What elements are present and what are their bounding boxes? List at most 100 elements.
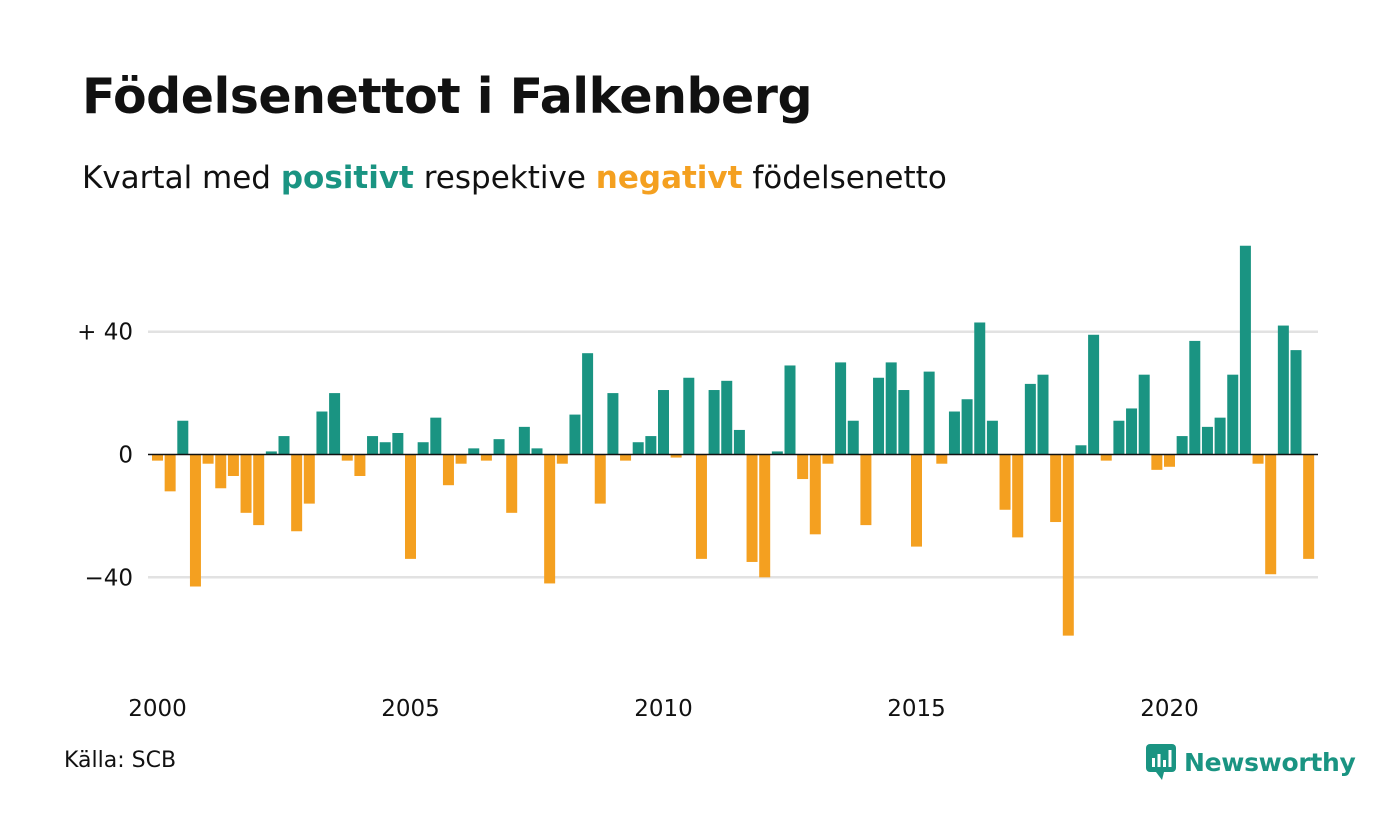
bar-positive (898, 390, 910, 455)
subtitle-middle: respektive (413, 160, 596, 196)
bar-negative (480, 454, 492, 461)
bar-negative (152, 454, 163, 461)
bar-negative (1012, 454, 1024, 538)
bar-positive (847, 420, 859, 455)
bar-positive (885, 362, 897, 455)
bar-negative (1062, 454, 1074, 636)
bar-positive (392, 433, 404, 455)
bar-positive (1075, 445, 1087, 455)
bar-positive (632, 442, 644, 455)
bar-negative (746, 454, 758, 562)
x-tick-label: 2000 (128, 696, 187, 722)
bar-negative (354, 454, 366, 476)
bar-positive (708, 390, 720, 455)
bar-chart: + 40 0 −40 2000 2005 2010 2015 2020 (77, 245, 1318, 722)
bars (152, 245, 1315, 636)
source-credit: Källa: SCB (64, 748, 177, 773)
bar-positive (1024, 383, 1036, 455)
bar-positive (1126, 408, 1138, 455)
bar-negative (1164, 454, 1175, 467)
bar-positive (1113, 420, 1125, 455)
x-tick-label: 2010 (634, 696, 693, 722)
brand-name: Newsworthy (1184, 747, 1356, 777)
bar-negative (442, 454, 454, 486)
subtitle-negative-label: negativt (595, 160, 743, 196)
bar-positive (1037, 374, 1049, 455)
x-tick-label: 2020 (1140, 696, 1199, 722)
bar-positive (1088, 334, 1100, 455)
newsworthy-logo-icon (1146, 744, 1176, 780)
bar-negative (594, 454, 606, 504)
bar-positive (784, 365, 796, 455)
bar-negative (620, 454, 632, 461)
bar-positive (493, 439, 505, 455)
grid-lines (148, 330, 1318, 579)
bar-positive (835, 362, 847, 455)
y-axis-ticks: + 40 0 −40 (77, 320, 133, 592)
bar-positive (316, 411, 328, 455)
bar-positive (417, 442, 429, 455)
bar-negative (455, 454, 467, 464)
bar-negative (291, 454, 303, 532)
y-tick-label: 0 (118, 443, 133, 469)
bar-positive (430, 417, 442, 455)
bar-negative (544, 454, 556, 584)
bar-negative (999, 454, 1011, 510)
bar-positive (1138, 374, 1150, 455)
bar-positive (531, 448, 543, 455)
bar-positive (1239, 245, 1251, 455)
bar-positive (683, 377, 695, 455)
bar-positive (265, 451, 277, 455)
bar-negative (1151, 454, 1163, 470)
bar-positive (658, 390, 669, 455)
bar-positive (1290, 350, 1302, 455)
bar-positive (468, 448, 480, 455)
bar-negative (1252, 454, 1264, 464)
bar-positive (873, 377, 885, 455)
bar-positive (569, 414, 581, 455)
bar-negative (860, 454, 872, 526)
chart-subtitle: Kvartal med positivt respektive negativt… (82, 158, 947, 198)
bar-negative (1303, 454, 1315, 559)
bar-negative (936, 454, 948, 464)
bar-negative (303, 454, 315, 504)
y-tick-label: −40 (84, 565, 133, 591)
bar-positive (733, 429, 745, 455)
bar-negative (1050, 454, 1062, 523)
bar-negative (670, 454, 682, 458)
bar-positive (367, 436, 379, 455)
bar-negative (556, 454, 568, 464)
bar-positive (329, 393, 341, 455)
bar-negative (822, 454, 834, 464)
bar-positive (1277, 325, 1289, 455)
bar-positive (379, 442, 391, 455)
subtitle-suffix: födelsenetto (742, 160, 947, 196)
bar-positive (1201, 426, 1213, 455)
bar-positive (771, 451, 783, 455)
bar-negative (215, 454, 227, 489)
bar-negative (695, 454, 707, 559)
bar-positive (177, 420, 189, 455)
brand-logo: Newsworthy (1146, 742, 1356, 782)
bar-positive (923, 371, 935, 455)
bar-positive (1189, 340, 1201, 455)
chart-title: Födelsenettot i Falkenberg (82, 68, 813, 125)
bar-positive (1214, 417, 1226, 455)
bar-negative (809, 454, 821, 535)
bar-positive (1227, 374, 1239, 455)
bar-negative (506, 454, 518, 513)
subtitle-prefix: Kvartal med (82, 160, 281, 196)
x-axis-ticks: 2000 2005 2010 2015 2020 (128, 696, 1199, 722)
bar-positive (645, 436, 657, 455)
bar-negative (189, 454, 201, 587)
bar-positive (974, 322, 986, 455)
bar-negative (227, 454, 239, 476)
bar-negative (164, 454, 176, 492)
bar-negative (405, 454, 416, 559)
bar-positive (948, 411, 960, 455)
bar-negative (759, 454, 771, 578)
bar-negative (202, 454, 214, 464)
bar-positive (607, 393, 619, 455)
subtitle-positive-label: positivt (280, 160, 414, 196)
x-tick-label: 2005 (381, 696, 440, 722)
